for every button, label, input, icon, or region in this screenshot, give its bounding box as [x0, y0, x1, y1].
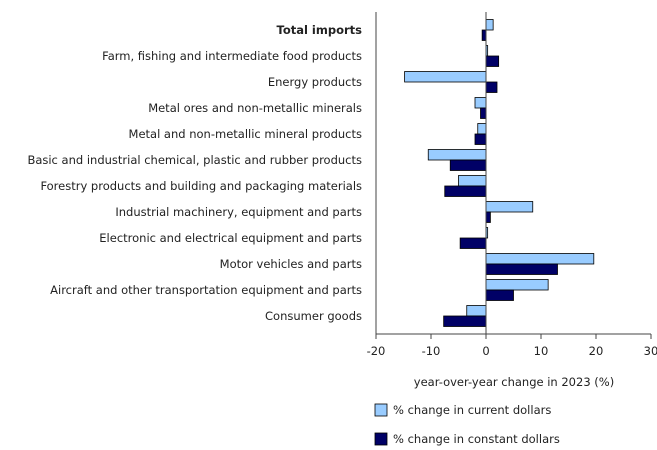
x-tick-label: 20	[589, 344, 604, 358]
category-label: Farm, fishing and intermediate food prod…	[102, 49, 362, 63]
bar-constant-dollars	[485, 211, 491, 223]
category-label: Basic and industrial chemical, plastic a…	[27, 153, 362, 167]
bar-constant-dollars	[481, 29, 487, 41]
category-label: Aircraft and other transportation equipm…	[50, 283, 362, 297]
category-label: Motor vehicles and parts	[220, 257, 362, 271]
bar-current-dollars	[485, 19, 494, 31]
bar-constant-dollars	[474, 133, 487, 145]
bar-constant-dollars	[485, 289, 514, 301]
bar-constant-dollars	[444, 185, 487, 197]
bar-current-dollars	[485, 253, 595, 265]
legend-label: % change in current dollars	[393, 403, 551, 417]
category-label: Total imports	[277, 23, 363, 37]
bar-constant-dollars	[485, 55, 500, 67]
category-label: Metal ores and non-metallic minerals	[148, 101, 362, 115]
bar-constant-dollars	[485, 81, 498, 93]
bars	[404, 19, 595, 327]
bar-current-dollars	[485, 279, 549, 291]
legend-label: % change in constant dollars	[393, 432, 560, 446]
bar-current-dollars	[458, 175, 487, 187]
legend-swatch	[374, 403, 388, 417]
bar-constant-dollars	[459, 237, 487, 249]
category-label: Forestry products and building and packa…	[40, 179, 362, 193]
legend-swatch	[374, 432, 388, 446]
category-label: Electronic and electrical equipment and …	[99, 231, 362, 245]
x-tick-label: 0	[482, 344, 489, 358]
bar-constant-dollars	[449, 159, 487, 171]
bar-current-dollars	[477, 123, 487, 135]
x-tick-label: 30	[644, 344, 657, 358]
axes: -20 -10 0 10 20 30	[367, 12, 657, 358]
bar-constant-dollars	[480, 107, 487, 119]
bar-constant-dollars	[443, 315, 487, 327]
category-label: Industrial machinery, equipment and part…	[115, 205, 362, 219]
category-label: Energy products	[268, 75, 362, 89]
legend: % change in current dollars % change in c…	[374, 403, 560, 446]
bar-current-dollars	[466, 305, 487, 317]
x-tick-label: -10	[422, 344, 441, 358]
bar-constant-dollars	[485, 263, 558, 275]
bar-current-dollars	[427, 149, 487, 161]
x-tick-label: -20	[367, 344, 386, 358]
x-tick-label: 10	[534, 344, 549, 358]
bar-current-dollars	[404, 71, 487, 83]
category-labels: Total imports Farm, fishing and intermedi…	[27, 23, 362, 323]
bar-current-dollars	[485, 201, 534, 213]
bar-current-dollars	[474, 97, 487, 109]
category-label: Metal and non-metallic mineral products	[129, 127, 362, 141]
x-axis-title: year-over-year change in 2023 (%)	[414, 375, 614, 389]
category-label: Consumer goods	[265, 309, 362, 323]
